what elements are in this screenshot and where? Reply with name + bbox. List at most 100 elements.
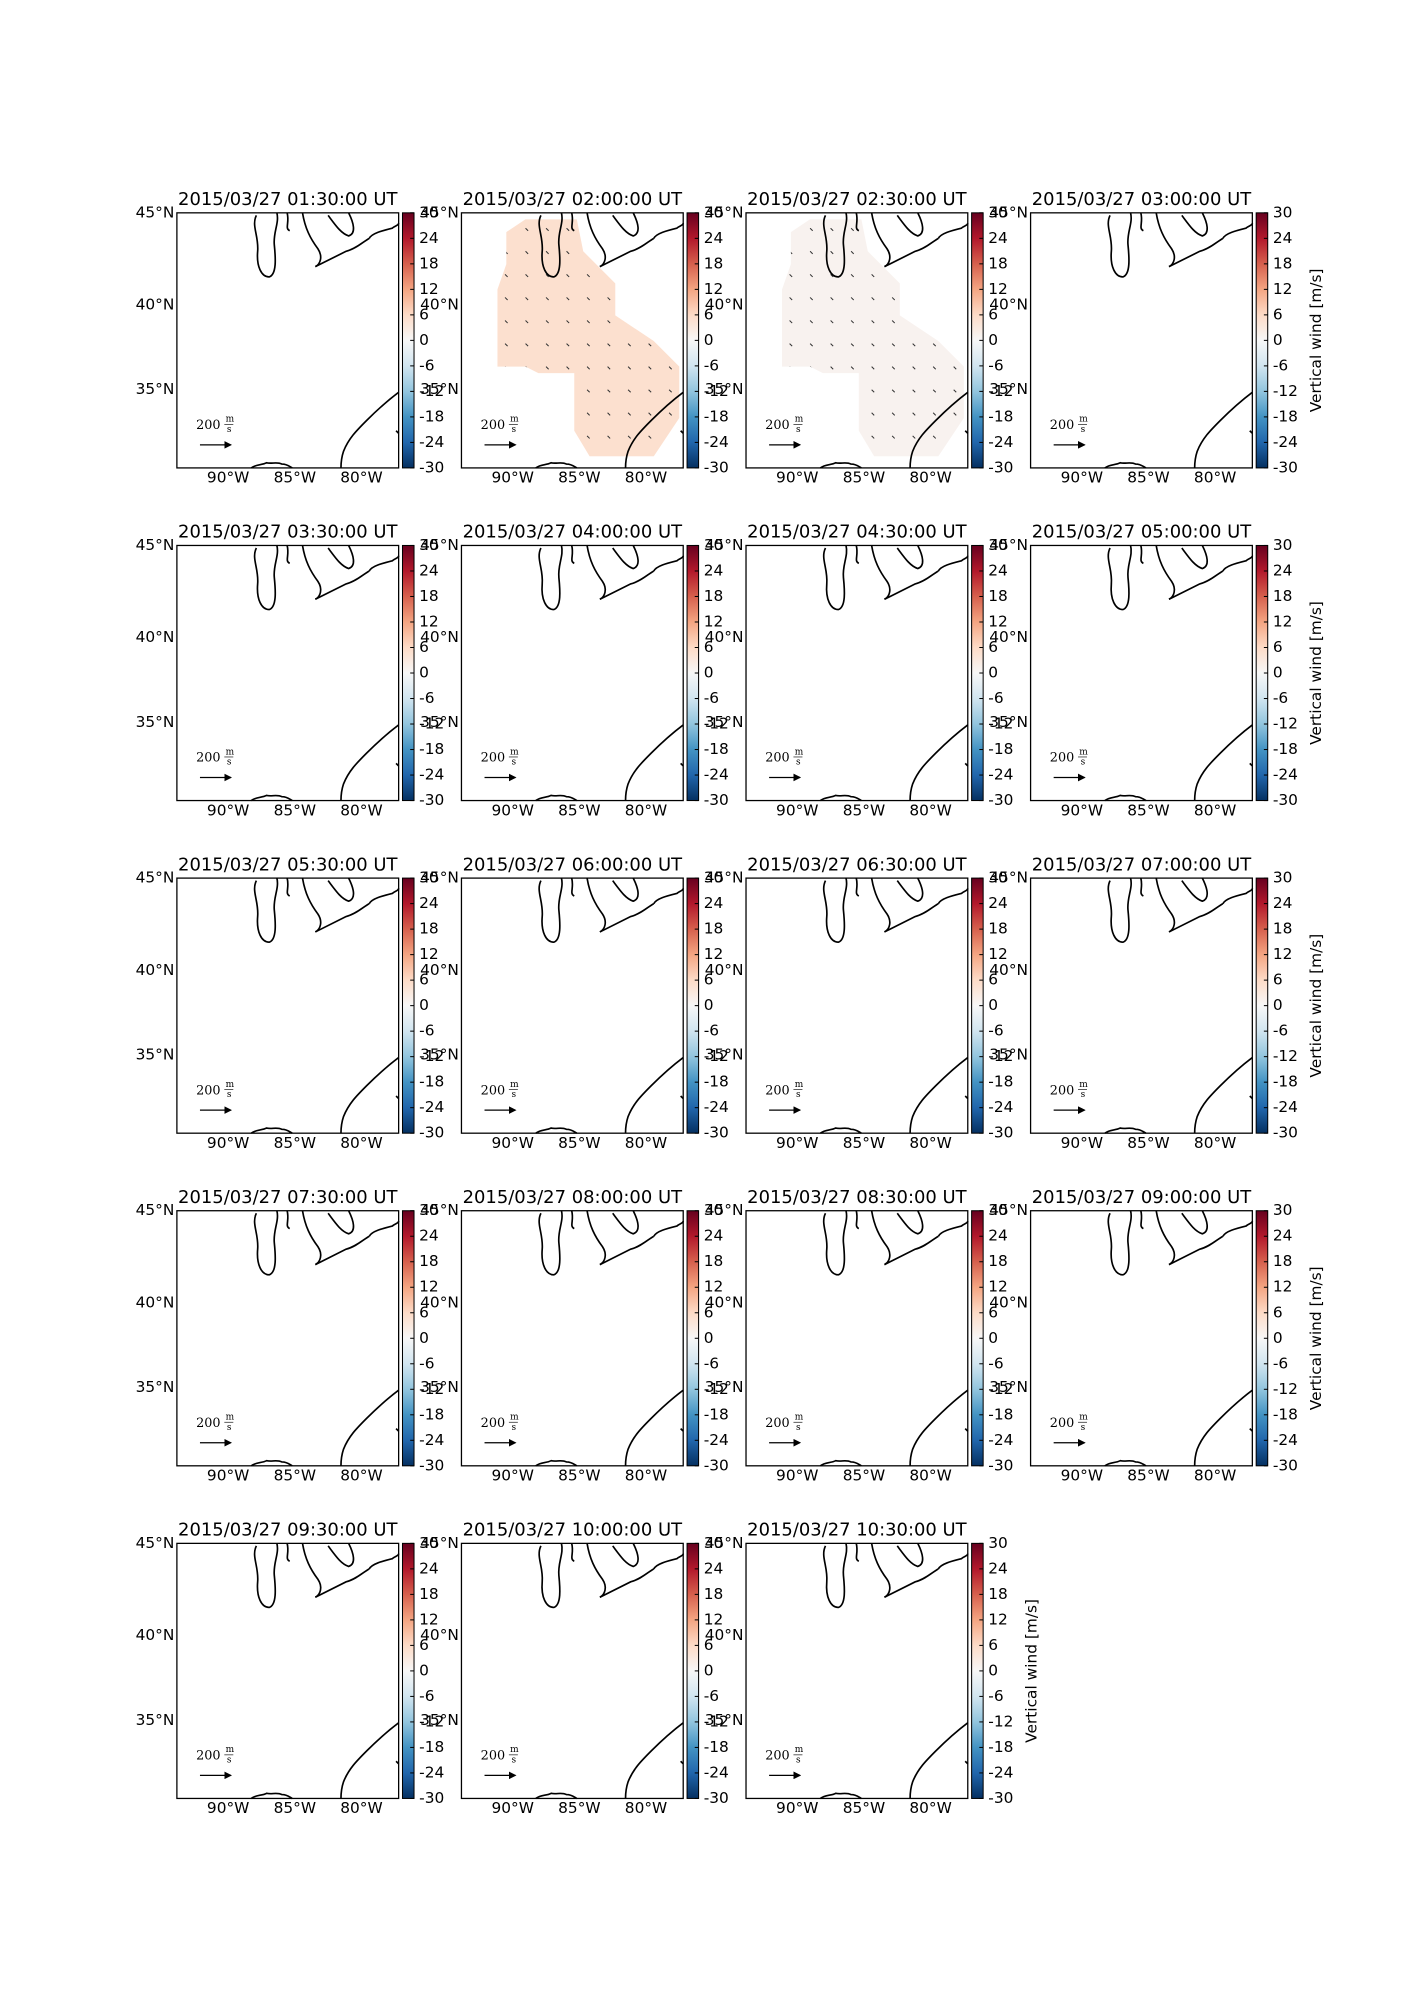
map-frame <box>460 877 684 1134</box>
wind-vector <box>648 227 652 232</box>
wind-vector <box>789 435 793 439</box>
wind-vector <box>932 250 937 255</box>
panel-title: 2015/03/27 03:30:00 UT <box>178 522 398 543</box>
wind-vector <box>953 435 957 439</box>
wind-vector <box>505 459 508 462</box>
scale-unit: s <box>1081 425 1086 435</box>
coastline <box>1168 1235 1224 1266</box>
coastline <box>570 212 575 232</box>
colorbar-tick-label: -18 <box>704 740 729 758</box>
coastline <box>1181 212 1208 237</box>
wind-vector <box>809 343 814 347</box>
colorbar-tick-label: 24 <box>419 1227 439 1245</box>
wind-vector <box>954 459 957 462</box>
wind-vector <box>953 389 957 393</box>
colorbar-tick-label: -24 <box>1273 766 1298 784</box>
wind-vector <box>891 343 896 347</box>
colorbar-tick-label: -24 <box>419 433 444 451</box>
wind-vector <box>504 389 508 393</box>
coastline <box>1107 1210 1132 1276</box>
lon-label: 90°W <box>1061 469 1103 487</box>
lon-label: 90°W <box>1061 1467 1103 1485</box>
wind-vector <box>830 435 834 439</box>
lat-label: 45°N <box>136 869 175 887</box>
scale-unit: m <box>510 1080 519 1090</box>
coastline <box>253 212 279 278</box>
lat-label: 35°N <box>136 380 175 398</box>
colorbar-tick-label: -24 <box>419 1098 444 1116</box>
lat-label: 40°N <box>989 296 1028 314</box>
coastline <box>314 902 370 933</box>
coastline <box>1107 212 1132 278</box>
scale-label: 200 <box>481 1416 505 1431</box>
colorbar-tick-label: -30 <box>419 791 444 809</box>
colorbar-tick-label: -24 <box>704 1763 729 1781</box>
lat-label: 40°N <box>705 961 744 979</box>
colorbar-tick-label: -6 <box>988 1687 1003 1705</box>
colorbar-tick-label: -6 <box>704 356 719 374</box>
wind-vector <box>545 320 549 324</box>
map-frame <box>460 544 684 802</box>
coastline <box>286 545 291 565</box>
wind-vector <box>932 366 937 370</box>
wind-vector <box>953 320 957 324</box>
colorbar-tick-label: 12 <box>419 280 439 298</box>
colorbar-tick-label: -6 <box>988 1022 1003 1040</box>
colorbar-tick-label: -30 <box>704 1789 729 1807</box>
colorbar-tick-label: 18 <box>1273 254 1293 272</box>
coastline <box>819 461 862 469</box>
colorbar-tick-label: -30 <box>704 458 729 476</box>
colorbar-tick-label: -24 <box>704 433 729 451</box>
lat-label: 35°N <box>705 1711 744 1729</box>
colorbar-tick-label: 12 <box>704 612 724 630</box>
lon-label: 90°W <box>491 1799 533 1817</box>
colorbar-tick-label: -12 <box>419 382 444 400</box>
lat-label: 40°N <box>136 296 175 314</box>
wind-vector <box>525 320 529 324</box>
colorbar-tick-label: 6 <box>704 1303 714 1321</box>
colorbar-tick-label: 24 <box>704 561 724 579</box>
colorbar-tick-label: 30 <box>988 1534 1008 1552</box>
colorbar-tick-label: 6 <box>988 638 998 656</box>
coastline <box>1155 877 1176 933</box>
lat-label: 40°N <box>420 296 459 314</box>
wind-vector <box>891 389 896 393</box>
colorbar-label: Vertical wind [m/s] <box>1307 934 1325 1078</box>
coastline <box>1168 237 1224 268</box>
coastline <box>340 1389 400 1466</box>
wind-vector <box>525 435 529 439</box>
coastline <box>870 545 891 601</box>
wind-vector <box>789 297 793 301</box>
map-frame <box>1029 1210 1253 1467</box>
wind-vector <box>566 297 570 301</box>
wind-vector <box>871 227 875 232</box>
wind-vector <box>648 320 652 324</box>
colorbar-tick-label: -6 <box>704 1354 719 1372</box>
colorbar-tick-label: -24 <box>1273 433 1298 451</box>
colorbar-tick-label: -18 <box>419 740 444 758</box>
colorbar-label: Vertical wind [m/s] <box>1307 601 1325 745</box>
colorbar-tick-label: 0 <box>704 1661 714 1679</box>
coastline <box>368 888 400 905</box>
wind-vector <box>830 412 834 416</box>
panel-title: 2015/03/27 08:30:00 UT <box>747 1187 967 1208</box>
lat-label: 40°N <box>136 628 175 646</box>
scale-unit: m <box>510 1413 519 1423</box>
colorbar-tick-label: -18 <box>419 1738 444 1756</box>
lon-label: 90°W <box>491 801 533 819</box>
wind-vector <box>525 412 529 416</box>
coastline <box>855 212 860 232</box>
colorbar-tick-label: 30 <box>1273 536 1293 554</box>
wind-vector <box>525 250 529 255</box>
colorbar-tick-label: 18 <box>704 587 724 605</box>
colorbar-tick-label: 6 <box>419 971 429 989</box>
colorbar-tick-label: -18 <box>419 1405 444 1423</box>
lat-label: 35°N <box>420 380 459 398</box>
coastline <box>1181 1210 1208 1235</box>
lat-label: 40°N <box>420 1294 459 1312</box>
scale-unit: s <box>1081 1423 1086 1433</box>
colorbar-tick-label: 24 <box>1273 1227 1293 1245</box>
